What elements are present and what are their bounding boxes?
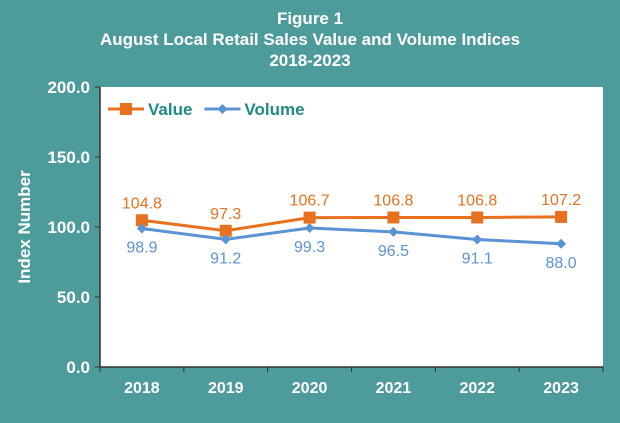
legend-marker-volume xyxy=(217,104,228,114)
legend-marker-value xyxy=(120,103,132,115)
x-tick-label: 2019 xyxy=(208,380,244,397)
legend-label-volume: Volume xyxy=(244,100,304,119)
point-value xyxy=(555,210,568,223)
point-volume xyxy=(556,238,567,249)
data-label-volume: 98.9 xyxy=(126,240,157,257)
y-axis-label: Index Number xyxy=(15,170,34,284)
y-tick-label: 200.0 xyxy=(47,78,90,97)
y-tick-label: 100.0 xyxy=(47,218,90,237)
x-tick-label: 2021 xyxy=(376,380,412,397)
point-value xyxy=(303,211,316,224)
data-label-volume: 96.5 xyxy=(378,243,409,260)
x-tick-label: 2023 xyxy=(543,380,579,397)
point-value xyxy=(135,214,148,227)
point-volume xyxy=(388,226,399,237)
point-volume xyxy=(220,234,231,245)
point-volume xyxy=(136,223,147,234)
data-label-value: 106.8 xyxy=(373,192,413,209)
data-label-value: 107.2 xyxy=(541,192,581,209)
legend-label-value: Value xyxy=(148,100,192,119)
y-tick-label: 50.0 xyxy=(57,288,90,307)
data-label-value: 104.8 xyxy=(122,195,162,212)
point-value xyxy=(387,211,400,224)
series-line-volume xyxy=(141,226,562,246)
chart-title: Figure 1 xyxy=(276,9,344,28)
data-label-volume: 99.3 xyxy=(294,239,325,256)
point-value xyxy=(219,224,232,237)
data-label-value: 106.7 xyxy=(290,193,330,210)
plot-area xyxy=(100,87,603,367)
chart-years: 2018-2023 xyxy=(269,51,351,70)
y-tick-label: 150.0 xyxy=(47,148,90,167)
data-label-volume: 91.2 xyxy=(210,250,241,267)
chart-subtitle: August Local Retail Sales Value and Volu… xyxy=(99,30,521,49)
x-tick-label: 2020 xyxy=(292,380,328,397)
data-label-value: 106.8 xyxy=(457,192,497,209)
data-label-volume: 91.1 xyxy=(462,250,493,267)
y-tick-label: 0.0 xyxy=(66,358,90,377)
series-line-value xyxy=(141,215,562,233)
point-volume xyxy=(472,234,483,245)
x-tick-label: 2018 xyxy=(124,380,160,397)
data-label-volume: 88.0 xyxy=(546,255,577,272)
point-value xyxy=(471,211,484,224)
data-label-value: 97.3 xyxy=(210,206,241,223)
x-tick-label: 2022 xyxy=(459,380,495,397)
point-volume xyxy=(304,222,315,233)
